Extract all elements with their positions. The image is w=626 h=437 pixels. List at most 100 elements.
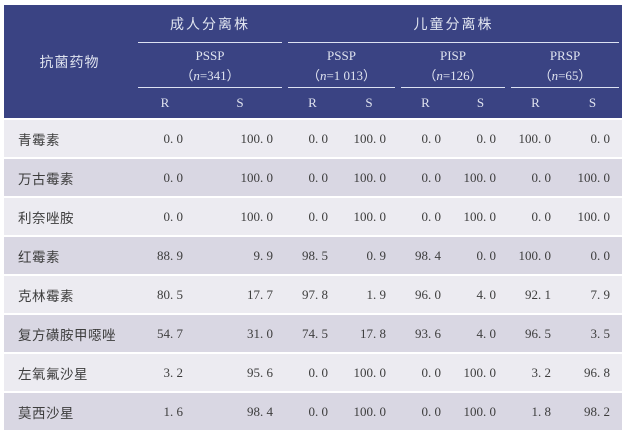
value-cell: 100. 0 (508, 235, 563, 274)
value-cell: 98. 5 (285, 235, 340, 274)
column-header-s: S (453, 88, 508, 118)
subgroup-count: （n=341） (180, 67, 240, 83)
drug-name-cell: 左氧氟沙星 (4, 352, 135, 391)
value-cell: 100. 0 (563, 196, 623, 235)
column-header-s: S (340, 88, 398, 118)
value-cell: 96. 0 (398, 274, 453, 313)
value-cell: 1. 9 (340, 274, 398, 313)
table-body: 青霉素 0. 0 100. 0 0. 0 100. 0 0. 0 0. 0 10… (4, 118, 623, 430)
value-cell: 0. 0 (285, 352, 340, 391)
value-cell: 100. 0 (563, 157, 623, 196)
header-subgroup-row: PSSP （n=341） PSSP （n=1 013） PISP （n=126）… (4, 43, 623, 88)
value-cell: 100. 0 (195, 157, 285, 196)
table-row: 莫西沙星 1. 6 98. 4 0. 0 100. 0 0. 0 100. 0 … (4, 391, 623, 430)
value-cell: 0. 0 (398, 196, 453, 235)
drug-name-cell: 红霉素 (4, 235, 135, 274)
value-cell: 9. 9 (195, 235, 285, 274)
drug-name-cell: 复方磺胺甲噁唑 (4, 313, 135, 352)
column-header-r: R (135, 88, 195, 118)
corner-header-antibacterial-drug: 抗菌药物 (4, 5, 135, 118)
value-cell: 31. 0 (195, 313, 285, 352)
value-cell: 0. 0 (135, 118, 195, 157)
value-cell: 3. 5 (563, 313, 623, 352)
subgroup-header-pssp-child: PSSP （n=1 013） (285, 43, 398, 88)
subgroup-header-prsp-child: PRSP （n=65） (508, 43, 623, 88)
value-cell: 100. 0 (340, 157, 398, 196)
group-header-children-isolates: 儿童分离株 (285, 5, 623, 43)
table-row: 克林霉素 80. 5 17. 7 97. 8 1. 9 96. 0 4. 0 9… (4, 274, 623, 313)
subgroup-count: （n=126） (423, 67, 483, 83)
value-cell: 100. 0 (340, 352, 398, 391)
value-cell: 98. 4 (195, 391, 285, 430)
value-cell: 88. 9 (135, 235, 195, 274)
value-cell: 0. 0 (453, 235, 508, 274)
table-row: 万古霉素 0. 0 100. 0 0. 0 100. 0 0. 0 100. 0… (4, 157, 623, 196)
subgroup-name: PSSP (195, 48, 225, 63)
value-cell: 1. 8 (508, 391, 563, 430)
value-cell: 100. 0 (340, 118, 398, 157)
table-row: 复方磺胺甲噁唑 54. 7 31. 0 74. 5 17. 8 93. 6 4.… (4, 313, 623, 352)
header-rs-row: R S R S R S R S (4, 88, 623, 118)
subgroup-count: （n=65） (538, 67, 592, 83)
value-cell: 100. 0 (453, 196, 508, 235)
value-cell: 17. 8 (340, 313, 398, 352)
table-row: 红霉素 88. 9 9. 9 98. 5 0. 9 98. 4 0. 0 100… (4, 235, 623, 274)
value-cell: 0. 0 (285, 196, 340, 235)
value-cell: 3. 2 (508, 352, 563, 391)
column-header-r: R (508, 88, 563, 118)
value-cell: 0. 0 (508, 157, 563, 196)
value-cell: 4. 0 (453, 313, 508, 352)
drug-name-cell: 万古霉素 (4, 157, 135, 196)
value-cell: 17. 7 (195, 274, 285, 313)
value-cell: 96. 5 (508, 313, 563, 352)
value-cell: 100. 0 (195, 196, 285, 235)
value-cell: 97. 8 (285, 274, 340, 313)
column-header-s: S (195, 88, 285, 118)
value-cell: 98. 2 (563, 391, 623, 430)
value-cell: 100. 0 (453, 352, 508, 391)
value-cell: 0. 0 (398, 157, 453, 196)
table-header: 抗菌药物 成人分离株 儿童分离株 PSSP （n=341） PSSP （n=1 … (4, 5, 623, 118)
value-cell: 95. 6 (195, 352, 285, 391)
group-header-adult-isolates: 成人分离株 (135, 5, 285, 43)
value-cell: 100. 0 (453, 157, 508, 196)
value-cell: 0. 0 (453, 118, 508, 157)
value-cell: 0. 0 (563, 235, 623, 274)
value-cell: 0. 0 (135, 157, 195, 196)
value-cell: 92. 1 (508, 274, 563, 313)
value-cell: 7. 9 (563, 274, 623, 313)
value-cell: 0. 0 (398, 391, 453, 430)
value-cell: 100. 0 (508, 118, 563, 157)
value-cell: 0. 0 (398, 118, 453, 157)
drug-name-cell: 利奈唑胺 (4, 196, 135, 235)
value-cell: 100. 0 (340, 196, 398, 235)
subgroup-header-pssp-adult: PSSP （n=341） (135, 43, 285, 88)
table-row: 左氧氟沙星 3. 2 95. 6 0. 0 100. 0 0. 0 100. 0… (4, 352, 623, 391)
column-header-r: R (285, 88, 340, 118)
value-cell: 0. 0 (285, 118, 340, 157)
value-cell: 100. 0 (340, 391, 398, 430)
subgroup-count: （n=1 013） (306, 67, 377, 83)
subgroup-name: PISP (439, 48, 467, 63)
value-cell: 0. 0 (563, 118, 623, 157)
value-cell: 0. 0 (285, 157, 340, 196)
value-cell: 0. 0 (135, 196, 195, 235)
table-row: 利奈唑胺 0. 0 100. 0 0. 0 100. 0 0. 0 100. 0… (4, 196, 623, 235)
subgroup-name: PRSP (549, 48, 581, 63)
value-cell: 1. 6 (135, 391, 195, 430)
drug-name-cell: 青霉素 (4, 118, 135, 157)
column-header-s: S (563, 88, 623, 118)
value-cell: 0. 9 (340, 235, 398, 274)
column-header-r: R (398, 88, 453, 118)
subgroup-name: PSSP (327, 48, 356, 63)
drug-name-cell: 克林霉素 (4, 274, 135, 313)
header-group-row: 抗菌药物 成人分离株 儿童分离株 (4, 5, 623, 118)
value-cell: 96. 8 (563, 352, 623, 391)
value-cell: 93. 6 (398, 313, 453, 352)
value-cell: 4. 0 (453, 274, 508, 313)
value-cell: 0. 0 (285, 391, 340, 430)
value-cell: 3. 2 (135, 352, 195, 391)
value-cell: 0. 0 (508, 196, 563, 235)
subgroup-header-pisp-child: PISP （n=126） (398, 43, 508, 88)
